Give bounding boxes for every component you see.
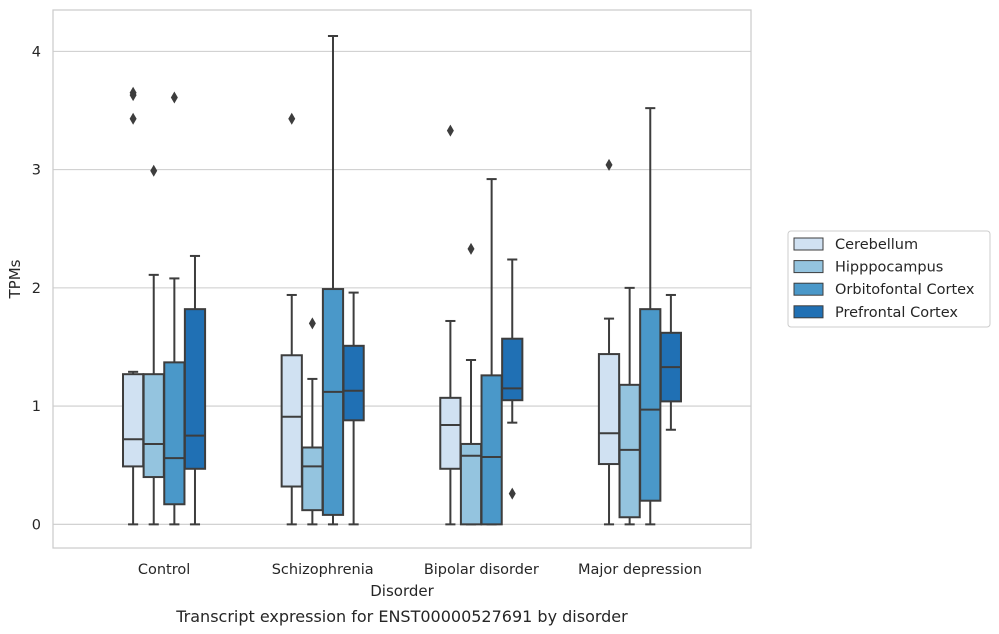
box-plot bbox=[618, 286, 641, 526]
box bbox=[597, 353, 621, 466]
y-tick-label: 2 bbox=[32, 281, 41, 297]
box bbox=[321, 288, 345, 516]
outlier-point bbox=[446, 124, 454, 137]
outlier-point bbox=[150, 164, 158, 177]
box-plot bbox=[183, 254, 207, 526]
x-tick-label: Major depression bbox=[578, 562, 702, 578]
x-ticks: Control Schizophrenia Bipolar disorder Majo… bbox=[138, 562, 702, 578]
box bbox=[618, 383, 641, 519]
box-plot bbox=[142, 164, 165, 526]
box-plot bbox=[280, 112, 303, 526]
x-tick-label: Schizophrenia bbox=[272, 562, 374, 578]
outlier-point bbox=[170, 91, 178, 104]
y-tick-label: 0 bbox=[32, 517, 41, 533]
x-tick-label: Bipolar disorder bbox=[424, 562, 539, 578]
box-plot bbox=[163, 91, 186, 526]
outlier-point bbox=[508, 487, 516, 500]
legend-swatch bbox=[793, 260, 824, 274]
chart-caption: Transcript expression for ENST0000052769… bbox=[175, 607, 628, 626]
box bbox=[142, 373, 165, 479]
box-plot bbox=[480, 178, 503, 526]
box-plot bbox=[301, 317, 324, 526]
legend-label: Hipppocampus bbox=[835, 260, 943, 276]
outlier-point bbox=[129, 86, 137, 99]
box-plot bbox=[122, 86, 145, 526]
legend-swatch bbox=[793, 237, 824, 251]
box bbox=[301, 446, 324, 512]
x-axis-label: Disorder bbox=[370, 582, 434, 600]
y-tick-label: 1 bbox=[32, 399, 41, 415]
legend-box bbox=[787, 230, 991, 328]
box-plot bbox=[639, 107, 662, 526]
y-tick-label: 3 bbox=[32, 163, 41, 179]
legend-label: Cerebellum bbox=[835, 237, 918, 253]
legend-label: Prefrontal Cortex bbox=[835, 305, 958, 321]
y-tick-label: 4 bbox=[32, 44, 41, 60]
outlier-point bbox=[129, 112, 137, 125]
box bbox=[480, 374, 503, 526]
y-ticks: 0 1 2 3 4 bbox=[32, 44, 41, 533]
box-plot bbox=[342, 291, 365, 526]
box-plot bbox=[501, 258, 524, 500]
box bbox=[501, 337, 524, 402]
legend-swatch bbox=[793, 305, 824, 319]
box-plot bbox=[459, 242, 483, 526]
box bbox=[163, 361, 186, 506]
boxes bbox=[122, 35, 682, 526]
plot-frame bbox=[52, 9, 752, 549]
outlier-point bbox=[605, 158, 613, 171]
box bbox=[280, 354, 303, 488]
box bbox=[342, 344, 365, 422]
box bbox=[183, 308, 207, 470]
x-tick-label: Control bbox=[138, 562, 190, 578]
box bbox=[439, 396, 462, 470]
outlier-point bbox=[467, 242, 475, 255]
box bbox=[639, 308, 662, 502]
outlier-point bbox=[308, 317, 316, 330]
y-axis-label: TPMs bbox=[6, 259, 24, 299]
outlier-point bbox=[288, 112, 296, 125]
box-plot bbox=[439, 124, 462, 526]
box-plot bbox=[597, 158, 621, 526]
legend-label: Orbitofontal Cortex bbox=[835, 282, 975, 298]
box-plot bbox=[659, 293, 682, 431]
box bbox=[122, 373, 145, 468]
legend-swatch bbox=[793, 282, 824, 296]
legend: Cerebellum Hipppocampus Orbitofontal Corte… bbox=[787, 230, 991, 328]
box-plot bbox=[321, 35, 345, 526]
